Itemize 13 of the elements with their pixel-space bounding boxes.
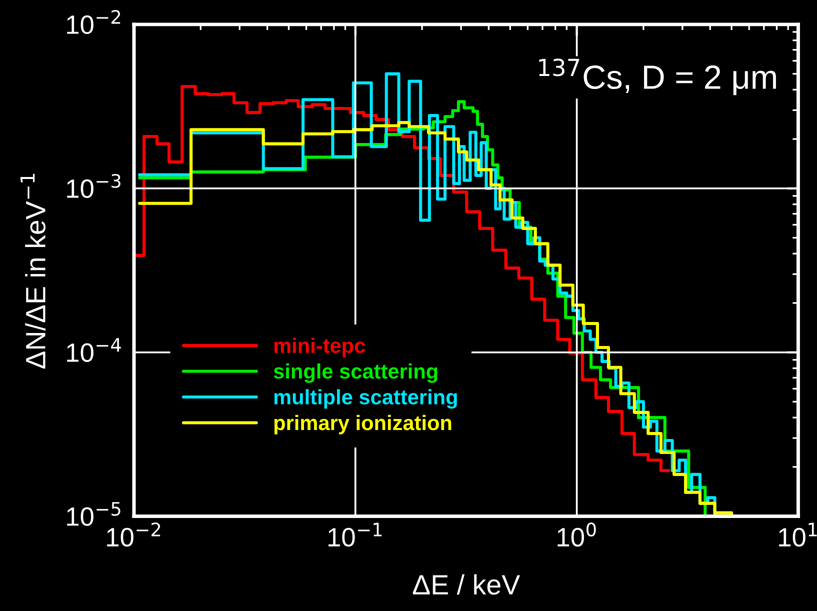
legend-label: primary ionization xyxy=(274,414,452,434)
x-axis-title: ΔE / keV xyxy=(412,574,520,595)
y-tick-label: 10$^{−2}$ xyxy=(67,10,120,34)
x-tick-label: 10$^{−1}$ xyxy=(328,522,382,547)
legend-label: multiple scattering xyxy=(274,389,457,409)
legend-label: single scattering xyxy=(274,363,438,383)
x-tick-label: 10$^{1}$ xyxy=(779,522,817,547)
y-tick-label: 10$^{−3}$ xyxy=(67,174,120,198)
legend-label: mini-tepc xyxy=(274,338,366,358)
y-tick-label: 10$^{−4}$ xyxy=(67,338,121,362)
x-tick-label: 10$^{0}$ xyxy=(558,522,596,547)
annotation: $^{137}$Cs, D = 2 μm xyxy=(539,58,776,96)
y-axis-title: ΔN/ΔE in keV$^{−1}$ xyxy=(20,174,46,369)
